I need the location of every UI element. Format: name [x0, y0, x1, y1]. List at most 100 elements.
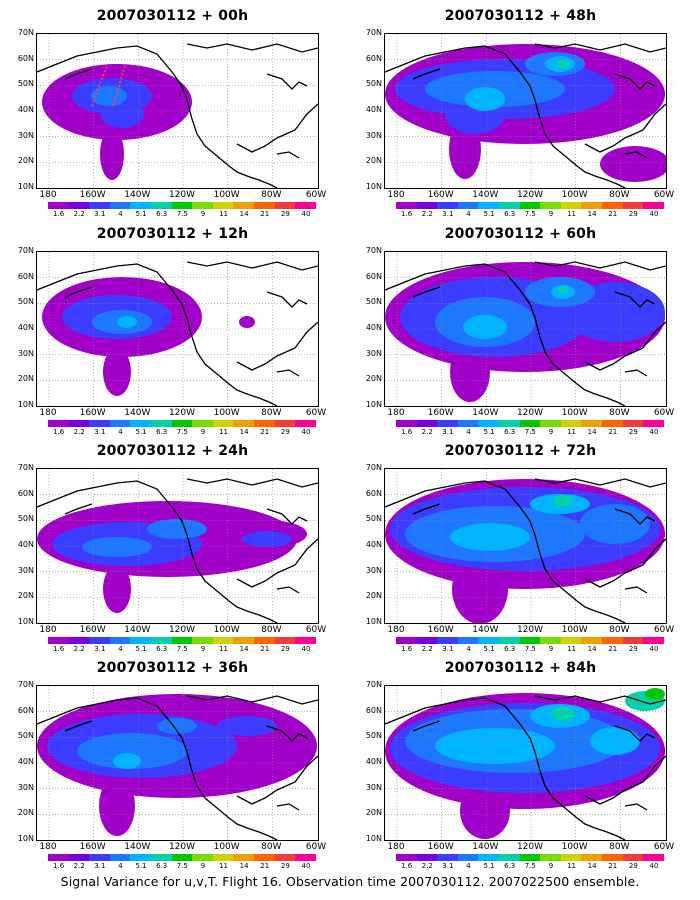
y-tick-label: 40N — [365, 323, 382, 332]
colorbar-label: 21 — [608, 645, 618, 653]
forecast-panel-00h: 2007030112 + 00h 70N 60N 50N 40N 30N 20N 10N 180… — [0, 0, 345, 218]
x-tick-label: 120W — [168, 190, 196, 200]
x-tick-label: 180 — [39, 842, 57, 852]
x-tick-label: 80W — [261, 408, 282, 418]
colorbar-label: 1.6 — [53, 645, 65, 653]
variance-contour — [99, 776, 135, 836]
coastline — [385, 695, 666, 840]
y-tick-label: 70N — [365, 680, 382, 689]
colorbar-label: 4 — [118, 210, 123, 218]
colorbar-swatch — [519, 854, 541, 861]
y-tick-label: 10N — [365, 617, 382, 626]
variance-contour — [580, 504, 650, 544]
colorbar-swatch — [416, 637, 438, 644]
colorbar-swatch — [519, 420, 541, 427]
variance-map — [36, 468, 319, 624]
y-tick-label: 10N — [17, 182, 34, 191]
x-tick-label: 140W — [124, 190, 151, 200]
y-tick-label: 50N — [365, 79, 382, 89]
forecast-panel-12h: 2007030112 + 12h 70N 60N 50N 40N 30N 20N 10N 180… — [0, 218, 345, 436]
variance-contour — [100, 100, 144, 128]
panel-title: 2007030112 + 72h — [444, 443, 597, 459]
y-tick-label: 10N — [17, 834, 34, 843]
colorbar-label: 14 — [239, 428, 249, 436]
colorbar-swatch — [295, 202, 316, 209]
x-tick-label: 60W — [653, 625, 675, 635]
y-tick-label: 70N — [17, 28, 34, 37]
panel-title: 2007030112 + 36h — [96, 660, 249, 676]
x-tick-label: 60W — [305, 842, 327, 852]
y-tick-label: 60N — [17, 705, 34, 715]
variance-contour — [460, 783, 510, 839]
colorbar-label: 4 — [466, 862, 471, 870]
y-tick-label: 60N — [365, 488, 382, 498]
colorbar-swatch — [416, 202, 438, 209]
panel-title: 2007030112 + 12h — [96, 226, 249, 242]
colorbar-swatch — [192, 420, 213, 427]
x-tick-label: 80W — [261, 842, 282, 852]
variance-contour — [557, 59, 569, 69]
x-tick-label: 140W — [124, 625, 151, 635]
y-tick-label: 10N — [365, 182, 382, 191]
colorbar-swatch — [274, 854, 296, 861]
x-tick-label: 180 — [387, 625, 405, 635]
colorbar-label: 29 — [628, 210, 638, 218]
colorbar-swatch — [254, 637, 275, 644]
x-tick-label: 160W — [427, 408, 454, 418]
colorbar-swatch — [478, 637, 500, 644]
y-tick-label: 70N — [365, 463, 382, 472]
y-tick-label: 40N — [17, 757, 34, 766]
colorbar-swatch — [109, 202, 131, 209]
x-tick-label: 160W — [427, 190, 454, 200]
colorbar-swatch — [519, 202, 541, 209]
colorbar-swatch — [602, 202, 623, 209]
colorbar-label: 9 — [548, 645, 554, 653]
colorbar-label: 11 — [567, 645, 576, 653]
colorbar-swatch — [478, 854, 500, 861]
colorbar — [48, 637, 316, 644]
x-tick-label: 60W — [653, 408, 675, 418]
x-tick-label: 100W — [213, 842, 240, 852]
colorbar-swatch — [192, 202, 213, 209]
colorbar-swatch — [48, 202, 69, 209]
x-tick-label: 100W — [213, 625, 240, 635]
colorbar-label: 7.5 — [176, 428, 188, 436]
variance-contour — [117, 316, 137, 328]
colorbar-swatch — [171, 854, 193, 861]
colorbar-swatch — [109, 637, 131, 644]
colorbar-label: 2.2 — [421, 210, 433, 218]
y-tick-label: 10N — [365, 400, 382, 409]
x-tick-label: 60W — [653, 842, 675, 852]
y-tick-label: 50N — [17, 79, 34, 89]
y-tick-label: 50N — [365, 514, 382, 524]
colorbar-label: 7.5 — [524, 862, 536, 870]
variance-contour — [450, 523, 530, 551]
colorbar-label: 29 — [280, 210, 290, 218]
colorbar-label: 1.6 — [401, 210, 413, 218]
x-tick-label: 100W — [561, 408, 588, 418]
colorbar-label: 29 — [280, 428, 290, 436]
figure-caption: Signal Variance for u,v,T. Flight 16. Ob… — [60, 874, 640, 889]
x-tick-label: 140W — [472, 842, 499, 852]
colorbar — [396, 854, 664, 861]
colorbar-swatch — [478, 420, 500, 427]
colorbar-swatch — [560, 202, 582, 209]
colorbar-swatch — [89, 637, 110, 644]
x-tick-label: 160W — [79, 625, 106, 635]
x-tick-label: 160W — [79, 190, 106, 200]
variance-contour — [450, 342, 490, 402]
colorbar-swatch — [89, 420, 110, 427]
colorbar-label: 21 — [260, 645, 270, 653]
y-tick-label: 60N — [365, 53, 382, 63]
colorbar-swatch — [254, 202, 275, 209]
colorbar-label: 3.1 — [94, 645, 106, 653]
colorbar-label: 6.3 — [504, 645, 516, 653]
colorbar-label: 5.1 — [483, 428, 495, 436]
variance-map — [384, 251, 667, 407]
variance-contour — [435, 728, 555, 764]
x-tick-label: 100W — [213, 408, 240, 418]
colorbar-label: 21 — [260, 428, 270, 436]
colorbar-label: 4 — [466, 645, 471, 653]
colorbar-label: 40 — [649, 862, 659, 870]
y-tick-label: 40N — [17, 105, 34, 114]
